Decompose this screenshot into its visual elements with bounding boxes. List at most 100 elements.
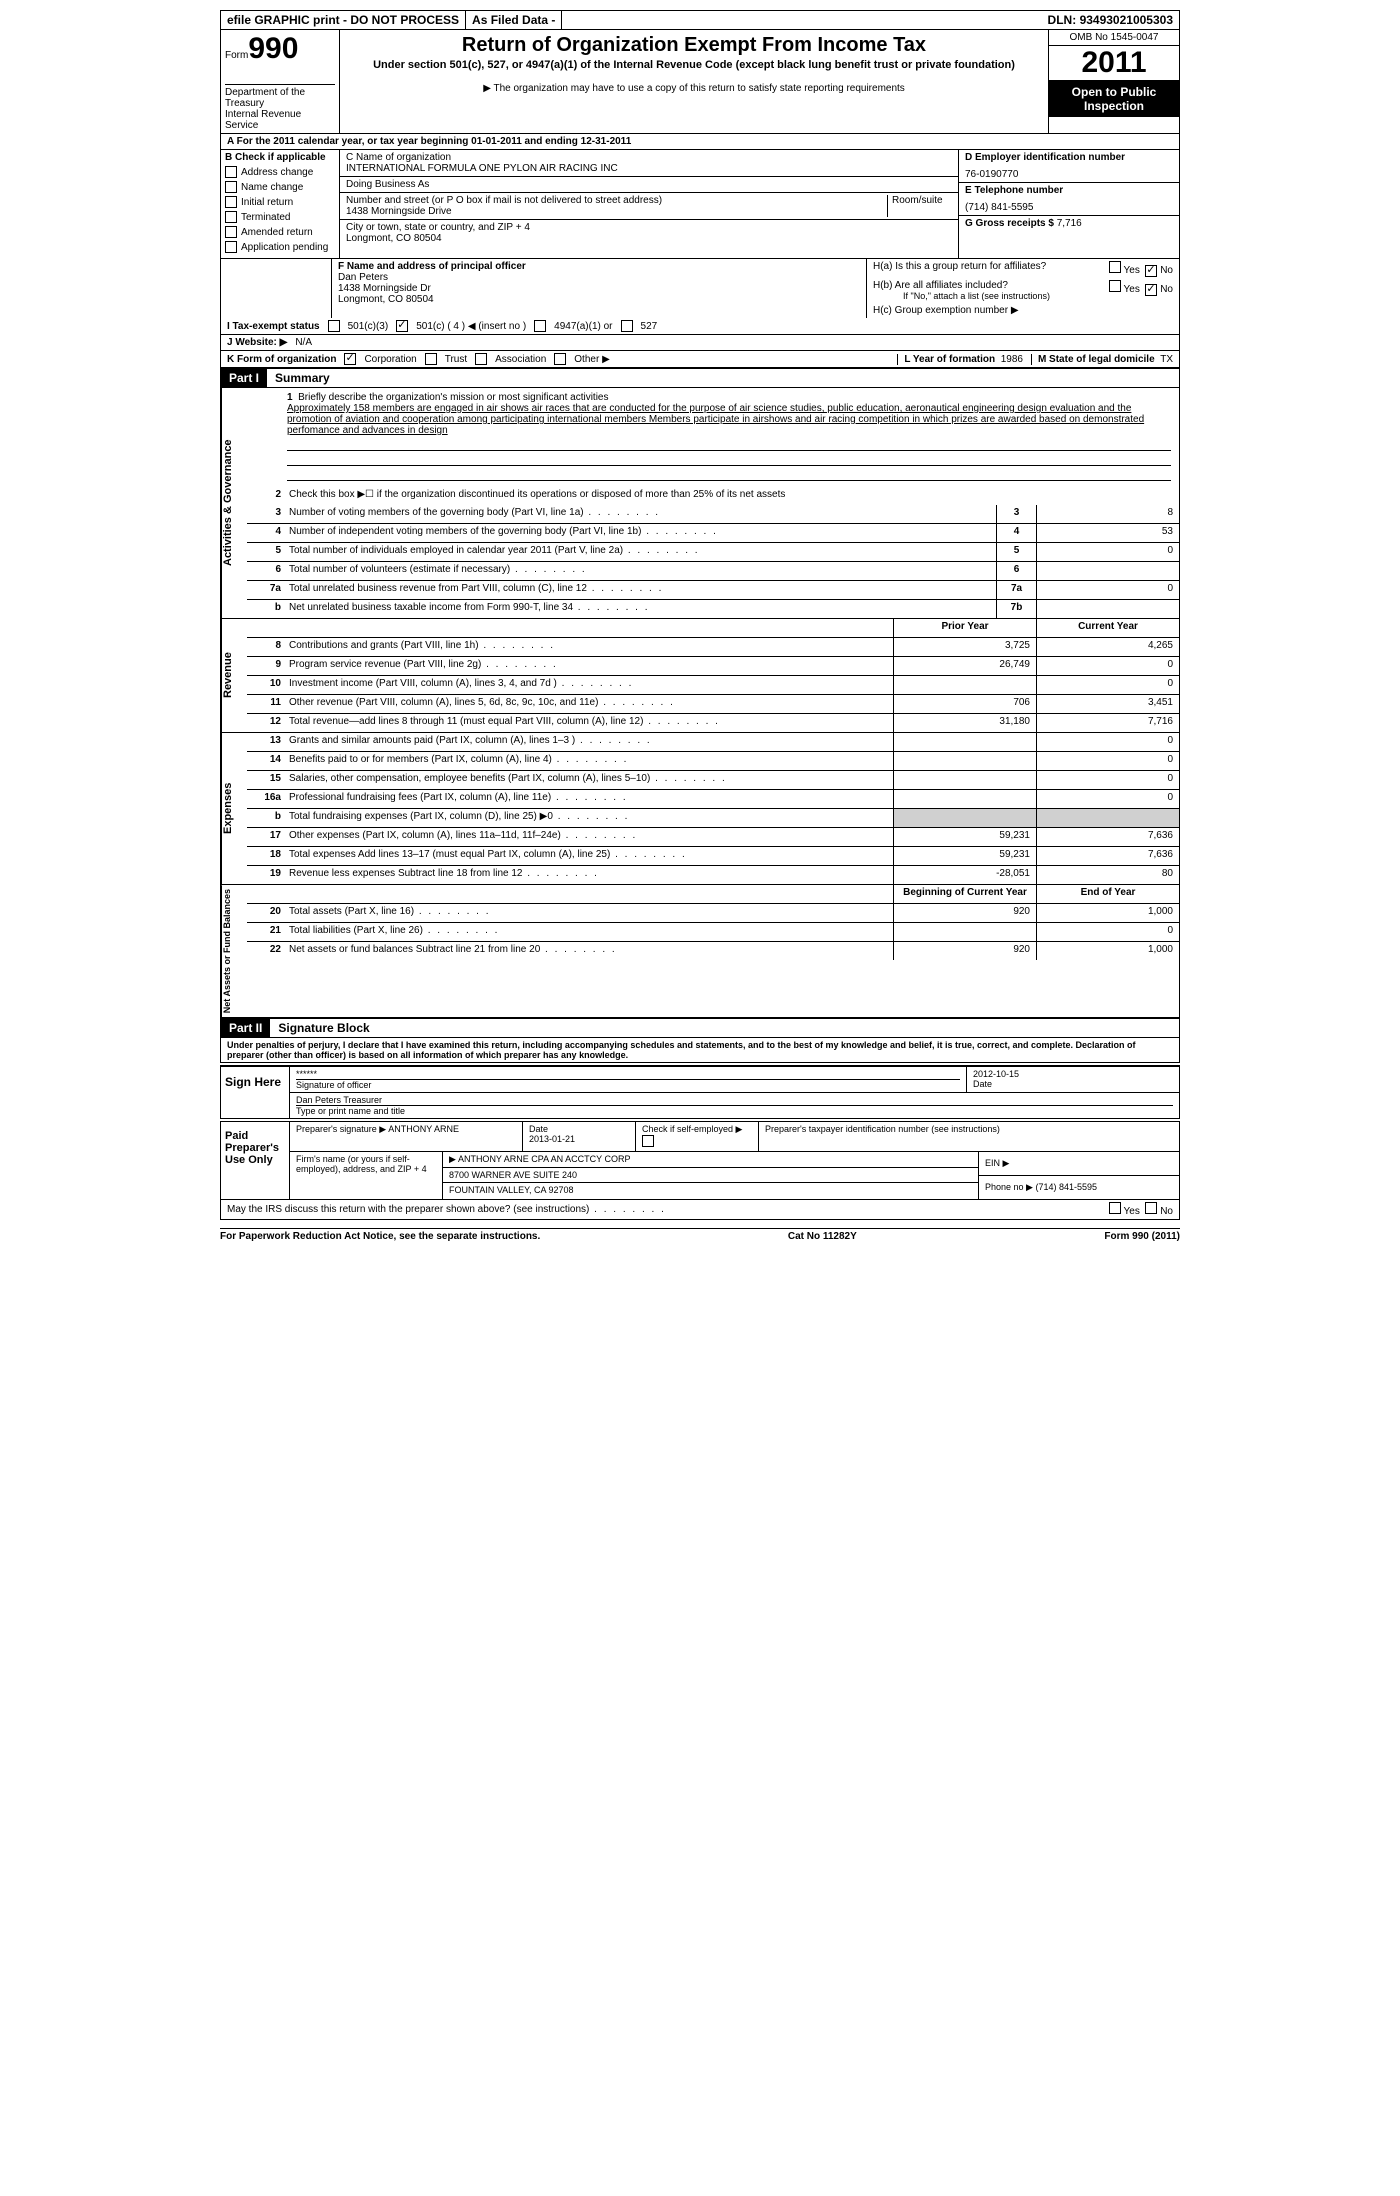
bybe-header: Beginning of Current Year End of Year — [247, 885, 1179, 904]
officer-addr2: Longmont, CO 80504 — [338, 294, 860, 305]
prep-name: ANTHONY ARNE — [388, 1124, 459, 1134]
paid-prep-block: Paid Preparer's Use Only Preparer's sign… — [220, 1121, 1180, 1200]
line-16a: 16a Professional fundraising fees (Part … — [247, 790, 1179, 809]
discuss-yes[interactable] — [1109, 1202, 1121, 1214]
gross-label: G Gross receipts $ — [965, 218, 1054, 229]
hb-row: H(b) Are all affiliates included? Yes No — [873, 280, 1173, 291]
form-header: Form990 Department of the Treasury Inter… — [220, 30, 1180, 134]
tel-label: E Telephone number — [965, 185, 1173, 196]
chk-app-pending[interactable] — [225, 241, 237, 253]
hb-no[interactable] — [1145, 284, 1157, 296]
sig-name-label: Type or print name and title — [296, 1106, 1173, 1116]
chk-address-change[interactable] — [225, 166, 237, 178]
chk-trust[interactable] — [425, 353, 437, 365]
chk-amended[interactable] — [225, 226, 237, 238]
info-grid: B Check if applicable Address change Nam… — [220, 150, 1180, 258]
firm-name: ▶ ANTHONY ARNE CPA AN ACCTCY CORP — [443, 1152, 978, 1168]
efile-notice: efile GRAPHIC print - DO NOT PROCESS — [221, 11, 466, 29]
line-15: 15 Salaries, other compensation, employe… — [247, 771, 1179, 790]
hb-yes[interactable] — [1109, 280, 1121, 292]
officer-label: F Name and address of principal officer — [338, 261, 860, 272]
line-11: 11 Other revenue (Part VIII, column (A),… — [247, 695, 1179, 714]
line-4: 4 Number of independent voting members o… — [247, 524, 1179, 543]
col-b-checkboxes: B Check if applicable Address change Nam… — [221, 150, 340, 258]
header-right: OMB No 1545-0047 2011 Open to Public Ins… — [1048, 30, 1179, 133]
tab-governance: Activities & Governance — [221, 388, 247, 618]
sign-here-label: Sign Here — [221, 1067, 290, 1118]
line-b: b Net unrelated business taxable income … — [247, 600, 1179, 618]
gross-value: 7,716 — [1057, 218, 1082, 229]
ptin-label: Preparer's taxpayer identification numbe… — [759, 1122, 1179, 1151]
ein-label: D Employer identification number — [965, 152, 1173, 163]
chk-self-employed[interactable] — [642, 1135, 654, 1147]
chk-terminated[interactable] — [225, 211, 237, 223]
line-9: 9 Program service revenue (Part VIII, li… — [247, 657, 1179, 676]
line-5: 5 Total number of individuals employed i… — [247, 543, 1179, 562]
website-value: N/A — [295, 337, 312, 348]
org-name: INTERNATIONAL FORMULA ONE PYLON AIR RACI… — [346, 163, 952, 174]
as-filed: As Filed Data - — [466, 11, 562, 29]
sig-date-label: Date — [973, 1079, 1173, 1089]
page-footer: For Paperwork Reduction Act Notice, see … — [220, 1228, 1180, 1242]
top-bar: efile GRAPHIC print - DO NOT PROCESS As … — [220, 10, 1180, 30]
tab-expenses: Expenses — [221, 733, 247, 884]
room-label: Room/suite — [887, 195, 952, 217]
open-inspection: Open to Public Inspection — [1049, 81, 1179, 117]
city-value: Longmont, CO 80504 — [346, 233, 952, 244]
col-c-org: C Name of organization INTERNATIONAL FOR… — [340, 150, 959, 258]
firm-addr1: 8700 WARNER AVE SUITE 240 — [443, 1168, 978, 1183]
mission-block: 1 Briefly describe the organization's mi… — [247, 388, 1179, 487]
hc-row: H(c) Group exemption number ▶ — [873, 305, 1173, 316]
chk-other[interactable] — [554, 353, 566, 365]
line-2: Check this box ▶☐ if the organization di… — [285, 487, 1179, 505]
footer-mid: Cat No 11282Y — [788, 1231, 857, 1242]
line-19: 19 Revenue less expenses Subtract line 1… — [247, 866, 1179, 884]
line-14: 14 Benefits paid to or for members (Part… — [247, 752, 1179, 771]
firm-addr2: FOUNTAIN VALLEY, CA 92708 — [443, 1183, 978, 1197]
sig-stars: ****** — [296, 1069, 960, 1079]
chk-501c3[interactable] — [328, 320, 340, 332]
chk-corp[interactable] — [344, 353, 356, 365]
footer-right: Form 990 (2011) — [1104, 1231, 1180, 1242]
line-22: 22 Net assets or fund balances Subtract … — [247, 942, 1179, 960]
footer-left: For Paperwork Reduction Act Notice, see … — [220, 1231, 540, 1242]
firm-ein: EIN ▶ — [979, 1152, 1179, 1176]
discuss-row: May the IRS discuss this return with the… — [220, 1200, 1180, 1220]
line-17: 17 Other expenses (Part IX, column (A), … — [247, 828, 1179, 847]
tax-year: 2011 — [1049, 46, 1179, 81]
prep-date: 2013-01-21 — [529, 1134, 629, 1144]
part1-header: Part I Summary — [220, 369, 1180, 388]
chk-527[interactable] — [621, 320, 633, 332]
form-title: Return of Organization Exempt From Incom… — [346, 34, 1042, 57]
col-d-info: D Employer identification number 76-0190… — [959, 150, 1179, 258]
chk-501c[interactable] — [396, 320, 408, 332]
form-note: ▶ The organization may have to use a cop… — [346, 83, 1042, 94]
part2-header: Part II Signature Block — [220, 1019, 1180, 1038]
org-name-label: C Name of organization — [346, 152, 952, 163]
line-8: 8 Contributions and grants (Part VIII, l… — [247, 638, 1179, 657]
sign-here-block: Sign Here ****** Signature of officer 20… — [220, 1065, 1180, 1119]
chk-4947[interactable] — [534, 320, 546, 332]
line-21: 21 Total liabilities (Part X, line 26) 0 — [247, 923, 1179, 942]
ha-yes[interactable] — [1109, 261, 1121, 273]
dept-label: Department of the Treasury — [225, 87, 335, 109]
chk-name-change[interactable] — [225, 181, 237, 193]
line-18: 18 Total expenses Add lines 13–17 (must … — [247, 847, 1179, 866]
header-left: Form990 Department of the Treasury Inter… — [221, 30, 340, 133]
dln: DLN: 93493021005303 — [1042, 11, 1179, 29]
row-i: I Tax-exempt status 501(c)(3) 501(c) ( 4… — [220, 318, 1180, 335]
paid-label: Paid Preparer's Use Only — [221, 1122, 290, 1199]
tab-revenue: Revenue — [221, 619, 247, 732]
officer-addr1: 1438 Morningside Dr — [338, 283, 860, 294]
addr-value: 1438 Morningside Drive — [346, 206, 887, 217]
sig-name: Dan Peters Treasurer — [296, 1095, 1173, 1106]
row-k: K Form of organization Corporation Trust… — [220, 351, 1180, 369]
chk-assoc[interactable] — [475, 353, 487, 365]
city-label: City or town, state or country, and ZIP … — [346, 222, 952, 233]
line-3: 3 Number of voting members of the govern… — [247, 505, 1179, 524]
ha-no[interactable] — [1145, 265, 1157, 277]
chk-initial-return[interactable] — [225, 196, 237, 208]
discuss-no[interactable] — [1145, 1202, 1157, 1214]
ein-value: 76-0190770 — [965, 169, 1173, 180]
line-7a: 7a Total unrelated business revenue from… — [247, 581, 1179, 600]
